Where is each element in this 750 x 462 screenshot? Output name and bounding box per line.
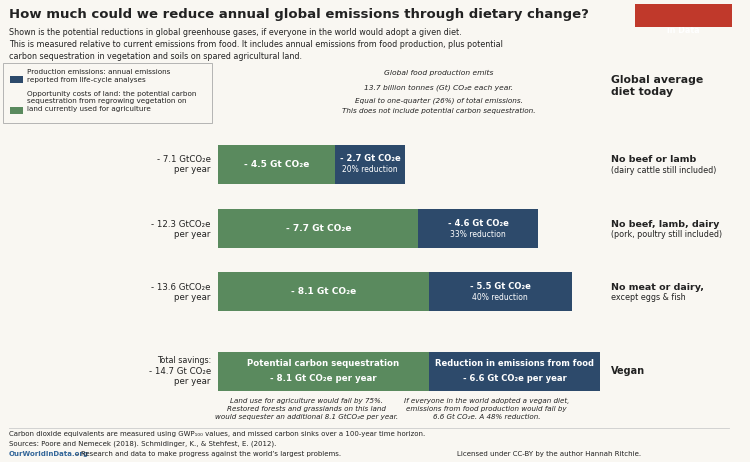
Text: – Research and data to make progress against the world’s largest problems.: – Research and data to make progress aga…: [74, 451, 341, 457]
Text: (pork, poultry still included): (pork, poultry still included): [611, 230, 722, 239]
Text: 20% reduction: 20% reduction: [343, 165, 398, 175]
Text: - 14.7 Gt CO₂e: - 14.7 Gt CO₂e: [148, 366, 211, 376]
Text: Vegan: Vegan: [611, 366, 646, 376]
Text: Global food production emits: Global food production emits: [384, 70, 494, 76]
Bar: [218, 352, 429, 390]
Text: - 7.1 GtCO₂e: - 7.1 GtCO₂e: [157, 155, 211, 164]
Text: Shown is the potential reductions in global greenhouse gases, if everyone in the: Shown is the potential reductions in glo…: [9, 28, 502, 61]
Text: - 6.6 Gt CO₂e per year: - 6.6 Gt CO₂e per year: [463, 374, 566, 383]
Text: per year: per year: [175, 377, 211, 386]
Text: This does not include potential carbon sequestration.: This does not include potential carbon s…: [342, 108, 536, 114]
Text: - 8.1 Gt CO₂e per year: - 8.1 Gt CO₂e per year: [270, 374, 376, 383]
Bar: [429, 272, 572, 311]
Text: - 8.1 Gt CO₂e: - 8.1 Gt CO₂e: [291, 287, 356, 296]
Text: 40% reduction: 40% reduction: [472, 292, 528, 302]
Text: (dairy cattle still included): (dairy cattle still included): [611, 166, 717, 175]
Text: If everyone in the world adopted a vegan diet,
emissions from food production wo: If everyone in the world adopted a vegan…: [404, 397, 569, 420]
Bar: [218, 272, 429, 311]
Text: Global average
diet today: Global average diet today: [611, 75, 704, 97]
Bar: [335, 145, 405, 184]
Bar: [419, 209, 538, 248]
Text: per year: per year: [175, 165, 211, 175]
Text: Land use for agriculture would fall by 75%.
Restored forests and grasslands on t: Land use for agriculture would fall by 7…: [214, 397, 398, 420]
Text: Licensed under CC-BY by the author Hannah Ritchie.: Licensed under CC-BY by the author Hanna…: [457, 451, 641, 457]
Bar: [218, 209, 418, 248]
Bar: [429, 352, 600, 390]
Text: Equal to one-quarter (26%) of total emissions.: Equal to one-quarter (26%) of total emis…: [355, 97, 523, 103]
Text: - 4.5 Gt CO₂e: - 4.5 Gt CO₂e: [244, 160, 309, 169]
Text: - 5.5 Gt CO₂e: - 5.5 Gt CO₂e: [470, 282, 531, 291]
Text: - 2.7 Gt CO₂e: - 2.7 Gt CO₂e: [340, 154, 400, 164]
Text: Total savings:: Total savings:: [157, 357, 211, 365]
Text: Carbon dioxide equivalents are measured using GWP₁₀₀ values, and missed carbon s: Carbon dioxide equivalents are measured …: [9, 431, 425, 437]
Text: No meat or dairy,: No meat or dairy,: [611, 283, 704, 292]
Text: - 7.7 Gt CO₂e: - 7.7 Gt CO₂e: [286, 224, 351, 233]
Text: per year: per year: [175, 230, 211, 239]
Text: - 12.3 GtCO₂e: - 12.3 GtCO₂e: [152, 219, 211, 229]
FancyBboxPatch shape: [635, 4, 732, 27]
Text: - 4.6 Gt CO₂e: - 4.6 Gt CO₂e: [448, 219, 509, 228]
Text: 33% reduction: 33% reduction: [450, 230, 506, 239]
Text: Production emissions: annual emissions
reported from life-cycle analyses: Production emissions: annual emissions r…: [27, 69, 170, 83]
Text: OurWorldInData.org: OurWorldInData.org: [9, 451, 88, 457]
Text: Potential carbon sequestration: Potential carbon sequestration: [248, 359, 400, 368]
Text: Reduction in emissions from food: Reduction in emissions from food: [435, 359, 594, 368]
Text: How much could we reduce annual global emissions through dietary change?: How much could we reduce annual global e…: [9, 8, 589, 21]
Text: except eggs & fish: except eggs & fish: [611, 293, 686, 302]
Bar: [10, 107, 22, 114]
Bar: [218, 145, 335, 184]
Text: 13.7 billion tonnes (Gt) CO₂e each year.: 13.7 billion tonnes (Gt) CO₂e each year.: [364, 84, 513, 91]
Text: - 13.6 GtCO₂e: - 13.6 GtCO₂e: [152, 283, 211, 292]
Bar: [10, 76, 22, 83]
Text: per year: per year: [175, 292, 211, 302]
Text: Our World
in Data: Our World in Data: [661, 15, 706, 35]
Text: No beef or lamb: No beef or lamb: [611, 155, 697, 164]
Text: No beef, lamb, dairy: No beef, lamb, dairy: [611, 219, 720, 229]
Text: Opportunity costs of land: the potential carbon
sequestration from regrowing veg: Opportunity costs of land: the potential…: [27, 91, 196, 112]
Text: Sources: Poore and Nemecek (2018). Schmidinger, K., & Stehfest, E. (2012).: Sources: Poore and Nemecek (2018). Schmi…: [9, 441, 276, 447]
